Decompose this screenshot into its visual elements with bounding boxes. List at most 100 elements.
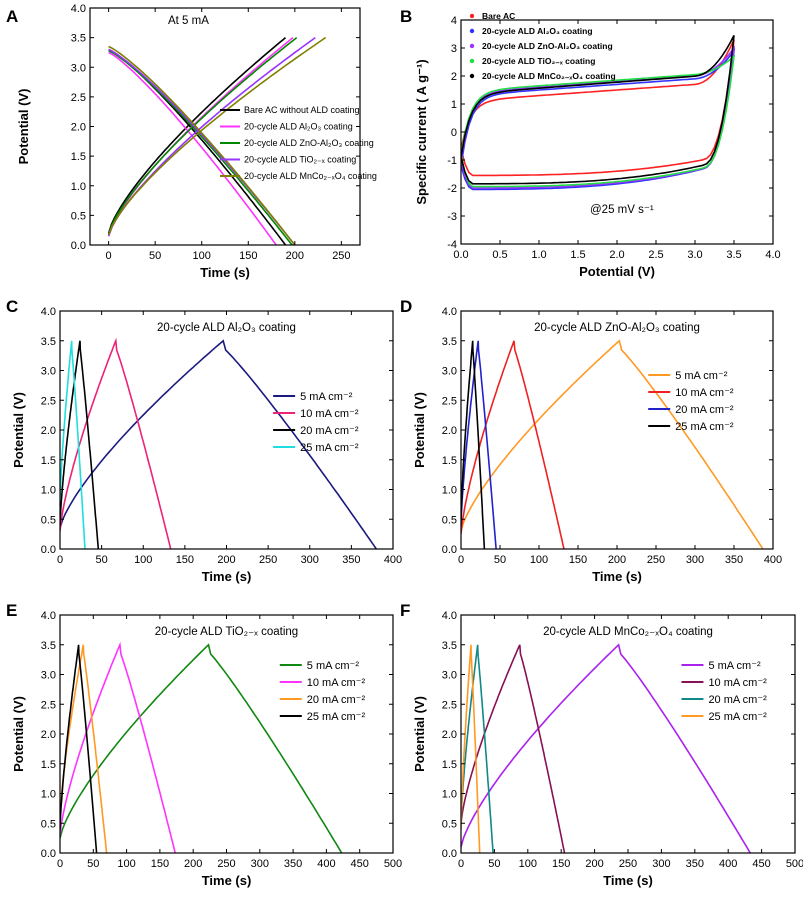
y-tick-label: 1.0 [442,789,457,801]
x-tick-label: 100 [530,554,548,566]
series-line [60,339,377,549]
y-axis-label: Potential (V) [412,392,427,468]
y-tick-label: 0.5 [41,818,56,830]
x-tick-label: 300 [686,554,704,566]
x-tick-label: 350 [284,858,302,870]
x-axis-label: Time (s) [592,569,642,584]
x-tick-label: 1.5 [570,249,585,261]
x-tick-label: 100 [193,250,211,262]
y-tick-label: 1.5 [442,759,457,771]
series-line-charge [107,36,298,235]
x-tick-label: 150 [569,554,587,566]
panel-label: E [6,601,17,620]
x-tick-label: 50 [488,858,500,870]
x-tick-label: 350 [725,554,743,566]
x-tick-label: 350 [342,554,360,566]
legend-label: 20-cycle ALD MnCo₂₋ₓO₄ coating [244,171,377,181]
x-tick-label: 3.5 [726,249,741,261]
series-line [461,340,486,549]
legend-label: 25 mA cm⁻² [300,442,359,454]
chart-title: 20-cycle ALD MnCo₂₋ₓO₄ coating [543,626,713,638]
y-tick-label: 3.0 [41,670,56,682]
y-tick-label: 3.5 [41,640,56,652]
y-tick-label: 0.0 [71,240,86,252]
y-tick-label: 1 [451,99,457,111]
legend-marker [469,73,475,79]
x-tick-label: 150 [151,858,169,870]
y-tick-label: 2.0 [41,729,56,741]
y-tick-label: 3.0 [71,62,86,74]
x-tick-label: 150 [176,554,194,566]
x-tick-label: 300 [301,554,319,566]
x-tick-label: 300 [652,858,670,870]
legend-label: 25 mA cm⁻² [708,711,767,723]
x-tick-label: 250 [217,858,235,870]
chart-title: 20-cycle ALD Al₂O₃ coating [157,322,296,334]
x-axis-label: Time (s) [202,569,252,584]
x-tick-label: 350 [686,858,704,870]
y-tick-label: 2.0 [442,425,457,437]
series-line-discharge [108,45,296,245]
panel-c: C 0 50 100 150 200 250 300 350 400 0.0 0.5 1.0 1.5 2.0… [6,297,402,584]
plot-area [461,35,736,191]
x-tick-label: 200 [217,554,235,566]
panel-label: C [6,297,18,316]
x-tick-label: 0 [57,554,63,566]
series-line [60,644,108,853]
x-tick-label: 250 [619,858,637,870]
x-axis-label: Time (s) [200,265,250,280]
legend-label: 20-cycle ALD ZnO-Al₂O₃ coating [244,138,374,148]
y-tick-label: 4.0 [442,610,457,622]
y-tick-label: 2.5 [442,699,457,711]
x-tick-label: 250 [647,554,665,566]
panel-e: E 0 50 100 150 200 250 300 350 400 450 500 0.0 0.5 1.0… [6,601,402,888]
series-line [461,340,565,549]
x-tick-label: 450 [351,858,369,870]
legend: 5 mA cm⁻² 10 mA cm⁻² 20 mA cm⁻² 25 mA cm⁻² [273,391,359,454]
y-tick-label: 3.0 [41,366,56,378]
x-tick-label: 400 [719,858,737,870]
x-tick-label: 1.0 [531,249,546,261]
y-tick-label: 0.5 [442,818,457,830]
x-tick-label: 0 [57,858,63,870]
y-tick-label: 4 [451,15,457,27]
chart-title: @25 mV s⁻¹ [590,204,654,216]
x-tick-label: 0 [458,554,464,566]
x-tick-label: 150 [239,250,257,262]
x-tick-label: 2.0 [609,249,624,261]
legend-label: Bare AC without ALD coating [244,105,360,115]
legend-marker [469,13,475,19]
legend-label: 20 mA cm⁻² [300,425,359,437]
panel-label: D [400,297,412,316]
x-tick-label: 500 [786,858,803,870]
y-axis-label: Specific current ( A g⁻¹) [414,59,429,204]
x-tick-label: 50 [494,554,506,566]
panel-a: A 0 50 100 150 200 250 0.0 0.5 1.0 1.5 2.0 2.5 3.0 3.5… [6,3,377,280]
legend-label: 20-cycle ALD ZnO-Al₂O₃ coating [482,41,613,51]
y-tick-label: 3.0 [442,366,457,378]
y-tick-label: 1.5 [41,759,56,771]
y-tick-label: 0.0 [41,848,56,860]
series-loop [461,35,735,185]
y-tick-label: 1.0 [41,485,56,497]
series-line [60,641,176,853]
legend-label: 20 mA cm⁻² [675,404,734,416]
y-tick-label: 2.0 [41,425,56,437]
series-loop [461,45,736,189]
plot-frame [460,614,796,854]
y-tick-label: 2 [451,71,457,83]
y-tick-label: 3.5 [71,33,86,45]
series-line [461,644,566,853]
y-tick-label: 4.0 [442,306,457,318]
legend-marker [469,58,475,64]
panel-label: F [400,601,410,620]
y-axis-label: Potential (V) [11,392,26,468]
x-tick-label: 200 [585,858,603,870]
y-tick-label: 0.0 [442,544,457,556]
y-tick-label: 0.0 [442,848,457,860]
x-axis-label: Time (s) [202,873,252,888]
x-tick-label: 2.5 [648,249,663,261]
chart-title: 20-cycle ALD ZnO-Al₂O₃ coating [534,322,700,334]
legend-marker [469,43,475,49]
series-line-discharge [108,51,277,245]
